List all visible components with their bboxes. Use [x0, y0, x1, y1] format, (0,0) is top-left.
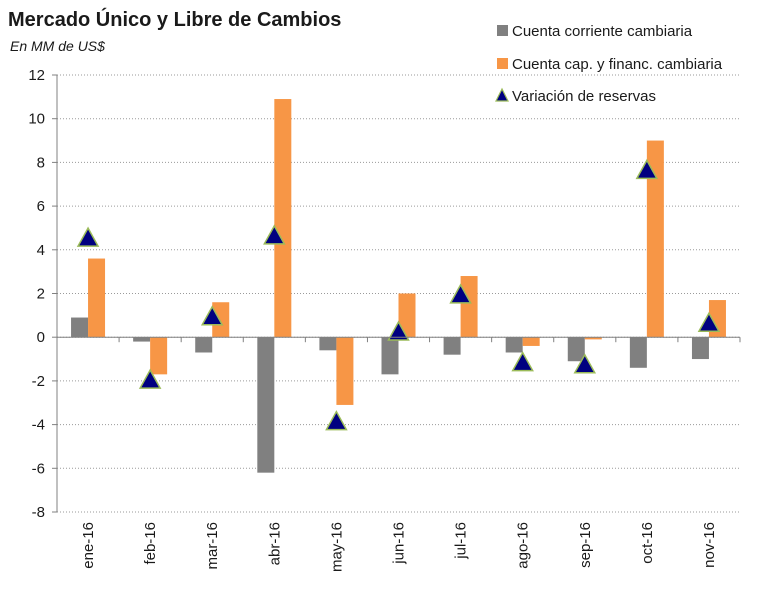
x-tick-label: mar-16: [204, 522, 221, 570]
x-tick-label: sep-16: [577, 522, 594, 568]
bar-cuenta-capital-ago-16: [522, 337, 540, 346]
bar-cuenta-corriente-abr-16: [257, 337, 275, 473]
bar-cuenta-capital-sep-16: [584, 337, 602, 340]
y-axis-tick-labels: -8 -6 -4 -2 0 2 4 6 8 10 12: [28, 67, 45, 521]
bar-cuenta-corriente-oct-16: [629, 337, 647, 368]
y-tick-label: 0: [37, 329, 45, 346]
y-tick-label: -6: [32, 460, 45, 477]
marker-variacion-reservas-feb-16: [138, 368, 162, 389]
bar-cuenta-capital-oct-16: [646, 140, 664, 338]
y-tick-label: -8: [32, 504, 45, 521]
y-tick-label: 4: [37, 242, 45, 259]
bar-cuenta-capital-jun-16: [398, 293, 416, 338]
x-tick-label: ene-16: [80, 522, 97, 569]
legend-label: Cuenta corriente cambiaria: [512, 23, 693, 40]
legend-label: Cuenta cap. y financ. cambiaria: [512, 56, 723, 73]
x-tick-label: feb-16: [142, 522, 159, 565]
y-tick-label: -2: [32, 373, 45, 390]
marker-variacion-reservas-ene-16: [76, 226, 100, 247]
bar-cuenta-capital-abr-16: [274, 99, 292, 338]
y-tick-label: 6: [37, 198, 45, 215]
markers: [76, 158, 721, 431]
marker-variacion-reservas-nov-16: [697, 311, 721, 333]
bar-cuenta-capital-jul-16: [460, 276, 478, 338]
marker-variacion-reservas-sep-16: [573, 353, 597, 374]
x-tick-label: jul-16: [453, 522, 470, 560]
bar-cuenta-corriente-jun-16: [381, 337, 399, 375]
chart-title: Mercado Único y Libre de Cambios: [8, 9, 342, 31]
bar-cuenta-capital-mar-16: [212, 302, 230, 338]
legend: Cuenta corriente cambiaria Cuenta cap. y …: [495, 23, 723, 105]
x-axis-tick-labels: ene-16 feb-16 mar-16 abr-16 may-16 jun-16 jul-…: [80, 522, 718, 572]
marker-variacion-reservas-oct-16: [635, 158, 659, 180]
y-tick-label: 10: [28, 111, 45, 128]
bar-cuenta-corriente-nov-16: [691, 337, 709, 360]
axes: [52, 74, 741, 513]
marker-variacion-reservas-jun-16: [387, 320, 410, 341]
x-tick-label: jun-16: [391, 522, 408, 565]
legend-swatch: [497, 58, 508, 69]
y-tick-label: -4: [32, 417, 45, 434]
bar-cuenta-capital-feb-16: [150, 337, 168, 375]
y-tick-label: 8: [37, 154, 45, 171]
x-tick-label: nov-16: [701, 522, 718, 568]
marker-variacion-reservas-jul-16: [449, 283, 472, 304]
marker-variacion-reservas-ago-16: [511, 351, 534, 372]
bar-cuenta-capital-ene-16: [88, 258, 106, 338]
marker-variacion-reservas-mar-16: [200, 305, 224, 326]
bar-cuenta-corriente-mar-16: [195, 337, 213, 353]
legend-triangle-icon: [495, 87, 509, 102]
legend-swatch: [497, 25, 508, 36]
y-tick-label: 12: [28, 67, 45, 84]
marker-variacion-reservas-abr-16: [263, 224, 286, 245]
bar-cuenta-corriente-feb-16: [133, 337, 151, 342]
marker-variacion-reservas-may-16: [325, 410, 348, 431]
bars: [71, 99, 726, 473]
bar-cuenta-capital-may-16: [336, 337, 354, 405]
bar-cuenta-corriente-ago-16: [505, 337, 523, 353]
chart-subtitle: En MM de US$: [10, 38, 105, 54]
bar-cuenta-corriente-sep-16: [567, 337, 585, 362]
legend-label: Variación de reservas: [512, 88, 656, 105]
x-tick-label: oct-16: [639, 522, 656, 564]
bar-cuenta-corriente-ene-16: [71, 317, 89, 338]
bar-cuenta-corriente-jul-16: [443, 337, 461, 355]
x-tick-label: may-16: [328, 522, 345, 572]
bar-cuenta-corriente-may-16: [319, 337, 337, 351]
x-tick-label: ago-16: [515, 522, 532, 569]
y-tick-label: 2: [37, 286, 45, 303]
x-tick-label: abr-16: [266, 522, 283, 565]
